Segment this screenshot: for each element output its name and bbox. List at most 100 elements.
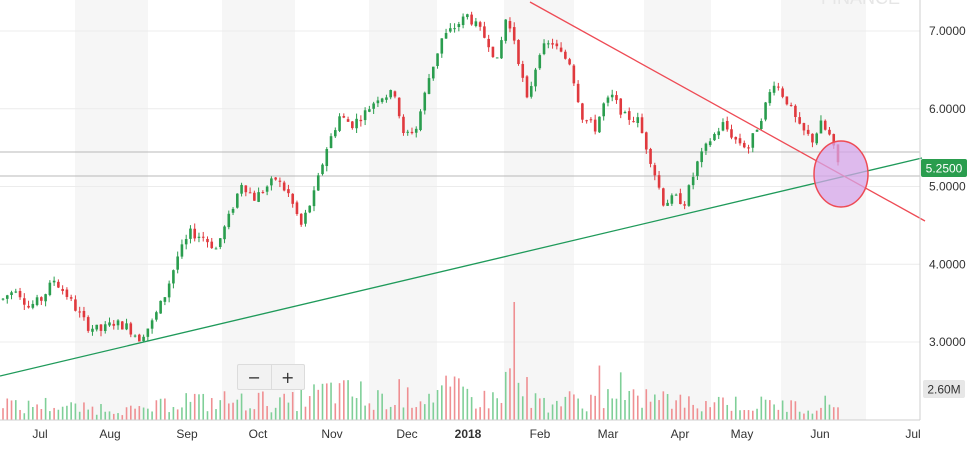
candle-body — [585, 120, 588, 122]
volume-bar — [479, 407, 481, 420]
candle-body — [227, 213, 231, 228]
candle-body — [99, 324, 103, 331]
volume-bar — [202, 393, 205, 420]
volume-bar — [730, 410, 733, 420]
x-axis-labels: Jul Aug Sep Oct Nov Dec 2018 Feb Mar Apr May Jun Jul — [32, 427, 920, 441]
volume-bar — [232, 402, 234, 420]
watermark-text: FINANCE — [821, 0, 900, 8]
volume-bar — [747, 410, 750, 420]
candle-body — [214, 248, 218, 250]
x-tick-label: Sep — [176, 427, 198, 441]
volume-bar — [739, 410, 741, 420]
y-tick-label: 7.0000 — [929, 24, 966, 38]
volume-bar — [692, 404, 694, 420]
volume-bar — [751, 410, 754, 420]
candle-body — [69, 297, 73, 299]
candle-body — [193, 228, 197, 239]
candle-body — [772, 85, 776, 93]
x-tick-label: Jul — [905, 427, 920, 441]
candle-body — [210, 241, 214, 249]
volume-bar — [547, 412, 550, 420]
candle-body — [461, 16, 465, 26]
volume-bar — [70, 402, 72, 420]
volume-bar — [543, 397, 545, 420]
volume-bar — [470, 397, 473, 420]
volume-bar — [377, 390, 379, 420]
candle-body — [589, 119, 593, 121]
volume-bar — [645, 389, 648, 420]
x-tick-label: Aug — [99, 427, 120, 441]
volume-bar — [777, 409, 780, 420]
volume-bar — [283, 393, 285, 420]
volume-bar — [193, 393, 196, 420]
candle-body — [781, 88, 784, 97]
candle-body — [150, 320, 154, 329]
candle-body — [640, 117, 644, 134]
candle-body — [691, 176, 695, 186]
candle-body — [504, 19, 508, 41]
candle-body — [619, 98, 623, 115]
volume-bar — [760, 396, 763, 420]
candle-body — [167, 283, 171, 298]
volume-bar — [159, 398, 162, 420]
candle-body — [717, 131, 721, 136]
volume-bar — [815, 410, 818, 420]
candle-body — [423, 92, 427, 111]
reference-lines — [0, 151, 920, 177]
candle-body — [794, 105, 797, 118]
month-band — [369, 0, 437, 420]
volume-bar — [32, 407, 34, 420]
candle-body — [785, 96, 789, 105]
candle-body — [478, 22, 482, 27]
candle-body — [623, 112, 627, 114]
volume-bar — [185, 393, 187, 420]
volume-bar — [786, 411, 788, 420]
candle-body — [708, 141, 712, 146]
candle-body — [338, 116, 341, 131]
candle-body — [184, 239, 188, 245]
volume-bar — [607, 389, 609, 420]
volume-bar — [764, 399, 767, 420]
volume-bar — [713, 402, 716, 420]
volume-bar — [517, 382, 520, 420]
x-tick-label: May — [731, 427, 754, 441]
candle-body — [116, 320, 120, 326]
month-band — [781, 0, 866, 420]
candle-body — [299, 213, 303, 225]
volume-bar — [475, 408, 477, 420]
volume-bar — [215, 409, 217, 420]
volume-bar — [296, 411, 298, 420]
highlight-circle — [813, 140, 869, 208]
candle-body — [385, 97, 388, 100]
candle-body — [683, 204, 686, 206]
candle-body — [291, 193, 294, 204]
candle-body — [125, 323, 128, 330]
volume-bar — [654, 394, 656, 420]
candle-body — [103, 324, 107, 332]
candle-body — [312, 190, 316, 207]
volume-bar — [402, 407, 405, 420]
candle-body — [738, 138, 742, 144]
volume-bar — [688, 396, 690, 420]
candle-body — [342, 116, 346, 118]
volume-bar — [125, 407, 128, 420]
zoom-controls: − + — [237, 364, 305, 390]
zoom-in-button[interactable]: + — [270, 365, 305, 389]
volume-bar — [803, 413, 805, 420]
volume-bar — [2, 408, 4, 420]
candle-body — [155, 312, 158, 320]
volume-bar — [462, 386, 464, 420]
volume-bar — [198, 394, 200, 420]
candle-body — [295, 202, 299, 214]
volume-bar — [74, 403, 77, 420]
zoom-out-button[interactable]: − — [247, 367, 261, 387]
volume-bar — [49, 411, 51, 420]
volume-bar — [492, 392, 494, 420]
volume-bar — [147, 408, 149, 420]
candle-body — [832, 134, 836, 146]
volume-bar — [104, 411, 107, 420]
volume-bar — [164, 398, 166, 420]
candle-body — [5, 295, 9, 299]
candle-body — [172, 270, 175, 284]
volume-bar — [61, 406, 64, 420]
